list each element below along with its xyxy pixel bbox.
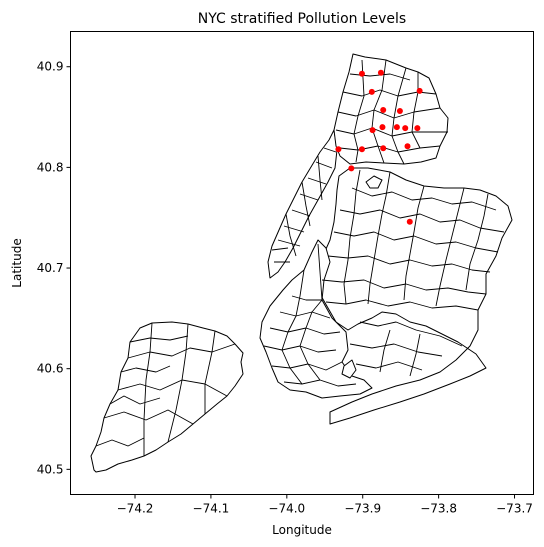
pollution-point	[402, 125, 409, 132]
pollution-point	[348, 165, 355, 172]
borough-outlines	[90, 53, 513, 473]
y-tick-label: 40.8	[37, 160, 64, 174]
y-tick-label: 40.5	[37, 462, 64, 476]
x-tick-label: −73.7	[496, 502, 533, 516]
x-tick-label: −74.1	[193, 502, 230, 516]
y-tick-label: 40.9	[37, 60, 64, 74]
queens-outline	[317, 167, 513, 425]
island-1	[365, 175, 383, 189]
y-tick-label: 40.7	[37, 261, 64, 275]
pollution-point	[396, 108, 403, 115]
pollution-point	[358, 70, 365, 77]
pollution-point	[404, 143, 411, 150]
x-tick-label: −73.8	[420, 502, 457, 516]
pollution-point	[377, 69, 384, 76]
pollution-points	[335, 69, 423, 225]
map-title: NYC stratified Pollution Levels	[198, 11, 406, 27]
island-2	[341, 359, 357, 379]
pollution-point	[335, 146, 342, 153]
x-tick-label: −74.0	[268, 502, 305, 516]
x-axis-label: Longitude	[272, 523, 332, 537]
x-axis: −74.2 −74.1 −74.0 −73.9 −73.8 −73.7	[117, 494, 533, 516]
staten-island-outline	[90, 321, 244, 473]
y-axis: 40.5 40.6 40.7 40.8 40.9	[37, 60, 71, 476]
plot-area	[70, 31, 534, 495]
y-tick-label: 40.6	[37, 362, 64, 376]
x-tick-label: −74.2	[117, 502, 154, 516]
pollution-point	[416, 87, 423, 94]
pollution-point	[393, 124, 400, 131]
pollution-point	[406, 218, 413, 225]
pollution-point	[368, 88, 375, 95]
x-tick-label: −73.9	[344, 502, 381, 516]
pollution-point	[358, 146, 365, 153]
bronx-outline	[333, 53, 449, 165]
pollution-point	[380, 107, 387, 114]
tract-boundaries	[95, 59, 505, 456]
y-axis-label: Latitude	[10, 238, 24, 287]
pollution-point	[414, 125, 421, 132]
brooklyn-outline	[259, 239, 373, 399]
pollution-point	[380, 145, 387, 152]
pollution-point	[379, 124, 386, 131]
pollution-point	[369, 127, 376, 134]
axes-frame	[70, 31, 534, 495]
